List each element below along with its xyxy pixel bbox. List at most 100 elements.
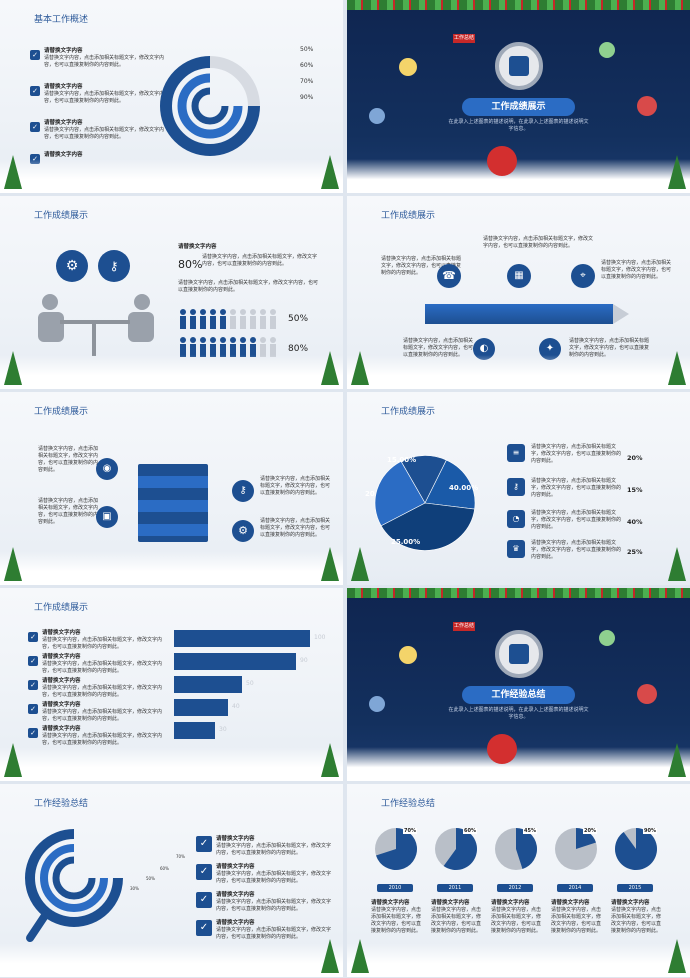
christmas-tree-icon (321, 743, 339, 777)
slide-7[interactable]: 工作成绩展示 ✓ 请替换文字内容 请替换文字内容，点击添加相关标题文字，修改文字内容… (0, 588, 343, 781)
pencil-timeline (425, 304, 613, 324)
people-icon-rows (180, 309, 276, 357)
check-icon: ✓ (30, 86, 40, 96)
bar-value: 40 (232, 703, 240, 710)
ornament-icon (399, 58, 417, 76)
check-icon: ✓ (196, 864, 212, 880)
slide-8[interactable]: 工作总结 工作经验总结 在此录入上述图表的描述说明，在此录入上述图表的描述说明文… (347, 588, 690, 781)
gear-icon: ⚙ (56, 250, 88, 282)
slide-3[interactable]: 工作成绩展示 ⚙ ⚷ 80% 请替换文字内容 请替换文字内容，点击添加相关标题文… (0, 196, 343, 389)
slide-5[interactable]: 工作成绩展示 请替换文字内容，点击添加相关标题文字，修改文字内容，也可以直接复制… (0, 392, 343, 585)
check-icon: ✓ (28, 728, 38, 738)
check-icon: ✓ (30, 122, 40, 132)
person-icon (210, 309, 216, 329)
phone-icon: ☎ (437, 264, 461, 288)
person-icon (240, 309, 246, 329)
christmas-tree-icon (351, 939, 369, 973)
year-pct: 45% (523, 828, 537, 834)
gear-icon: ⚙ (232, 520, 254, 542)
person-icon (180, 337, 186, 357)
person-icon (220, 337, 226, 357)
ornament-icon (399, 646, 417, 664)
year-label: 2010 (377, 884, 413, 892)
check-icon: ✓ (28, 704, 38, 714)
pie-label: 15.00% (387, 456, 416, 464)
year-pct: 90% (643, 828, 657, 834)
christmas-tree-icon (321, 351, 339, 385)
year-label: 2015 (617, 884, 653, 892)
check-icon: ✓ (30, 50, 40, 60)
check-icon: ✓ (28, 632, 38, 642)
year-pie (375, 828, 417, 870)
pct-label: 90% (300, 94, 314, 101)
check-icon: ✓ (196, 836, 212, 852)
person-icon (210, 337, 216, 357)
bar (174, 676, 242, 693)
globe-icon: ◐ (473, 338, 495, 360)
pie-slice (380, 502, 475, 551)
section-banner: 工作经验总结 (462, 686, 575, 704)
meeting-silhouette (38, 294, 154, 356)
person-icon (230, 309, 236, 329)
person-icon (200, 337, 206, 357)
person-icon (230, 337, 236, 357)
christmas-tree-icon (668, 155, 686, 189)
location-icon: ⌖ (571, 264, 595, 288)
pie-label: 40.00% (449, 484, 478, 492)
christmas-tree-icon (4, 547, 22, 581)
chart-logo-icon (495, 630, 543, 678)
christmas-tree-icon (4, 155, 22, 189)
shopping-bag-icon (138, 464, 208, 542)
calendar-icon: ▦ (507, 264, 531, 288)
bar (174, 630, 310, 647)
tag-label: 工作总结 (453, 622, 475, 631)
christmas-tree-icon (321, 547, 339, 581)
ornament-icon (369, 696, 385, 712)
slide-10[interactable]: 工作经验总结 70% 2010 请替换文字内容 请替换文字内容，点击添加相关标题文字，… (347, 784, 690, 977)
person-icon (190, 309, 196, 329)
person-icon (270, 337, 276, 357)
person-icon (250, 309, 256, 329)
bar (174, 699, 228, 716)
bar-value: 50 (246, 680, 254, 687)
person-icon (180, 309, 186, 329)
key-icon: ⚷ (507, 478, 525, 496)
bar (174, 653, 296, 670)
stat-80b: 80% (288, 344, 309, 354)
year-label: 2012 (497, 884, 533, 892)
year-pie (615, 828, 657, 870)
year-pct: 60% (463, 828, 477, 834)
check-icon: ✓ (28, 656, 38, 666)
chart-logo-icon (495, 42, 543, 90)
pie-slice (424, 459, 476, 510)
check-icon: ✓ (28, 680, 38, 690)
check-icon: ✓ (196, 892, 212, 908)
stat-50: 50% (288, 314, 309, 324)
bar-value: 30 (219, 726, 227, 733)
santa-icon (487, 734, 517, 764)
tag-label: 工作总结 (453, 34, 475, 43)
ornament-icon (599, 42, 615, 58)
slide-2[interactable]: 工作总结 工作成绩展示 在此录入上述图表的描述说明，在此录入上述图表的描述说明文… (347, 0, 690, 193)
slide-1[interactable]: 基本工作概述 ✓ 请替换文字内容 请替换文字内容，点击添加相关标题文字，修改文字内… (0, 0, 343, 193)
christmas-tree-icon (668, 547, 686, 581)
concentric-ring-chart (160, 56, 260, 156)
year-label: 2011 (437, 884, 473, 892)
year-pie (495, 828, 537, 870)
key-icon: ⚷ (98, 250, 130, 282)
bar (174, 722, 215, 739)
slide-6[interactable]: 工作成绩展示 15.00%20.00%40.00%25.00% ≡ ⚷ ◔ ♛ … (347, 392, 690, 585)
christmas-tree-icon (4, 743, 22, 777)
slide-title: 基本工作概述 (34, 15, 89, 25)
pie-chart: 15.00%20.00%40.00%25.00% (365, 455, 478, 551)
slide-4[interactable]: 工作成绩展示 请替换文字内容，点击添加相关标题文字，修改文字内容，也可以直接复制… (347, 196, 690, 389)
year-label: 2014 (557, 884, 593, 892)
trophy-icon: ♛ (507, 540, 525, 558)
key-icon: ⚷ (232, 480, 254, 502)
pie-slice (374, 460, 426, 527)
slide-9[interactable]: 工作经验总结 70% 60% 50% 30% ✓ 请替换文字内容 请替换文字内容，点… (0, 784, 343, 977)
christmas-tree-icon (351, 547, 369, 581)
stat-80: 80% (178, 258, 203, 271)
speed-icon: ◔ (507, 510, 525, 528)
person-icon (250, 337, 256, 357)
